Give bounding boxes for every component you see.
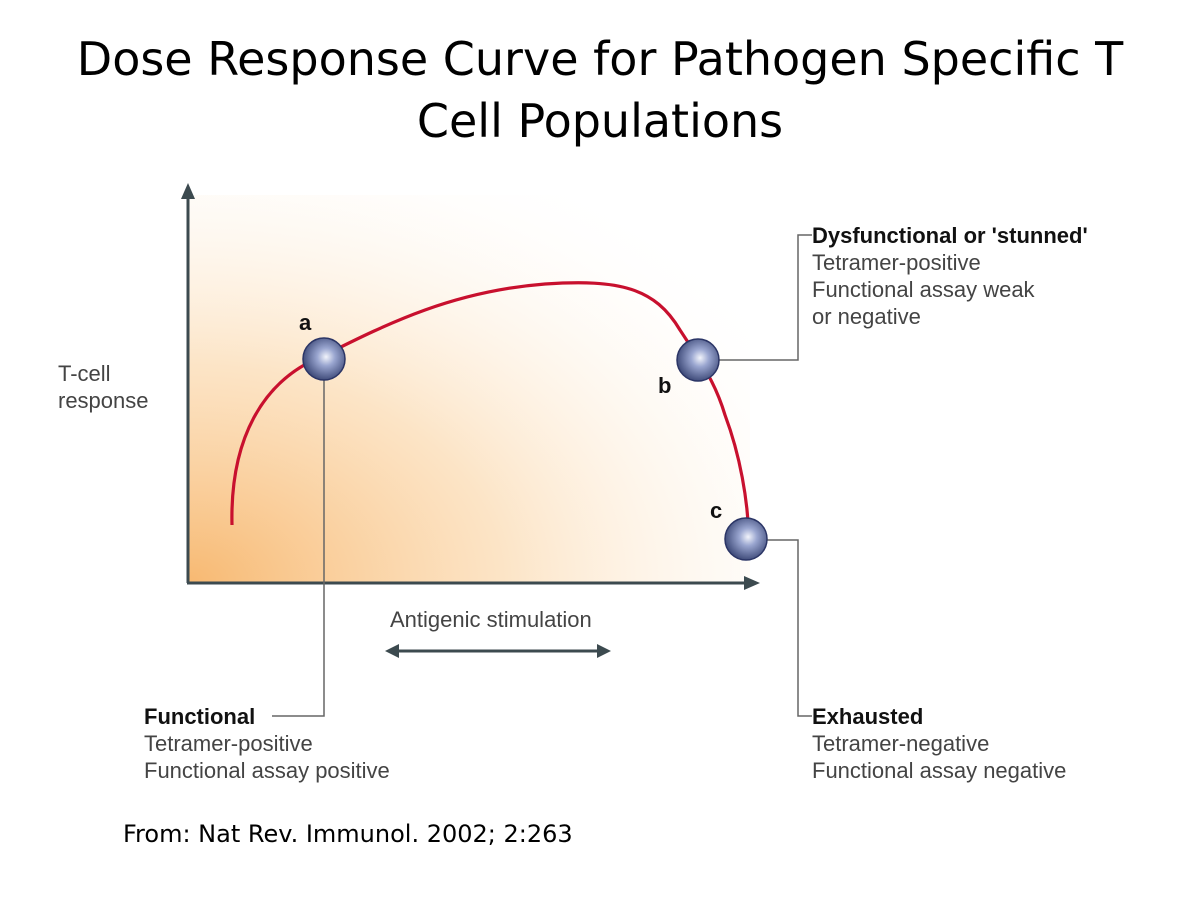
title-line-2: Cell Populations: [416, 94, 784, 148]
callout-functional-line-1: Tetramer-positive: [144, 731, 313, 756]
source-citation: From: Nat Rev. Immunol. 2002; 2:263: [123, 820, 573, 848]
callout-exhausted-heading: Exhausted: [812, 704, 924, 729]
callout-dysfunctional: Dysfunctional or 'stunned' Tetramer-posi…: [812, 222, 1088, 330]
plot-background: [188, 195, 750, 583]
callout-exhausted-line-1: Tetramer-negative: [812, 731, 990, 756]
y-axis-label-line-1: T-cell: [58, 361, 111, 386]
leader-c: [762, 539, 812, 717]
x-axis-arrowhead: [744, 576, 760, 590]
stimulation-double-arrow: [385, 644, 611, 658]
title-line-1: Dose Response Curve for Pathogen Specifi…: [76, 32, 1124, 86]
callout-dysfunctional-line-2: Functional assay weak: [812, 277, 1035, 302]
callout-functional: Functional Tetramer-positive Functional …: [144, 703, 390, 784]
callout-dysfunctional-heading: Dysfunctional or 'stunned': [812, 223, 1088, 248]
point-c-marker: [724, 517, 768, 561]
point-a-label: a: [299, 310, 312, 335]
callout-functional-heading: Functional: [144, 704, 256, 729]
callout-functional-line-2: Functional assay positive: [144, 758, 390, 783]
axes: [181, 183, 760, 590]
response-curve: [230, 281, 751, 541]
point-c-label: c: [710, 498, 723, 523]
y-axis-arrowhead: [181, 183, 195, 199]
callout-exhausted: Exhausted Tetramer-negative Functional a…: [812, 703, 1066, 784]
page-title: Dose Response Curve for Pathogen Specifi…: [0, 28, 1200, 152]
callout-dysfunctional-line-3: or negative: [812, 304, 921, 329]
y-axis-label-line-2: response: [58, 388, 149, 413]
callout-dysfunctional-line-1: Tetramer-positive: [812, 250, 981, 275]
y-axis-label: T-cell response: [58, 360, 149, 414]
leader-lines: [272, 234, 812, 717]
leader-b: [716, 234, 812, 361]
point-a-marker: [302, 337, 346, 381]
leader-a: [272, 362, 325, 717]
x-axis-label: Antigenic stimulation: [390, 607, 592, 632]
point-b-label: b: [658, 373, 672, 398]
callout-exhausted-line-2: Functional assay negative: [812, 758, 1067, 783]
point-b-marker: [676, 338, 720, 382]
